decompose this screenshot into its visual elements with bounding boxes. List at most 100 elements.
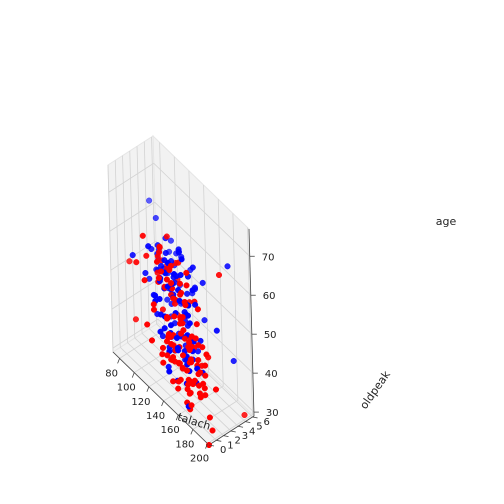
y-tick-label: 1 (227, 440, 233, 451)
y-tick-label: 4 (249, 426, 255, 437)
y-tick-label: 6 (264, 417, 270, 428)
data-point-series-0 (158, 262, 165, 270)
x-grid-back (247, 227, 253, 415)
data-point-series-0 (224, 263, 231, 270)
data-point-series-1 (176, 280, 183, 287)
z-tick-label: 60 (263, 291, 276, 302)
data-point-series-1 (195, 357, 202, 364)
y-tick-mark (245, 421, 251, 424)
y-tick-mark (230, 430, 236, 433)
x-tick-mark (117, 358, 120, 364)
x-tick-label: 100 (117, 383, 136, 394)
data-point-series-0 (162, 249, 169, 257)
x-tick-label: 200 (190, 454, 209, 465)
data-point-series-1 (168, 340, 175, 348)
data-point-series-1 (190, 381, 197, 388)
y-tick-label: 2 (235, 436, 241, 447)
data-point-series-1 (157, 268, 165, 275)
data-point-series-0 (166, 368, 173, 375)
data-point-series-0 (174, 344, 181, 352)
data-point-series-1 (177, 291, 184, 298)
data-point-series-0 (152, 214, 159, 222)
x-grid-back (217, 199, 224, 387)
data-point-series-1 (183, 269, 190, 276)
y-grid-side (129, 150, 136, 338)
data-point-series-0 (152, 292, 159, 299)
data-point-series-0 (184, 312, 192, 319)
data-point-series-0 (192, 301, 199, 308)
z-grid-side (109, 201, 155, 232)
data-point-series-1 (163, 276, 170, 283)
data-point-series-1 (179, 352, 187, 359)
data-point-series-1 (188, 333, 195, 340)
data-point-series-0 (173, 334, 180, 342)
data-point-series-1 (139, 232, 146, 239)
axis-panes (107, 134, 255, 446)
data-point-series-0 (177, 271, 184, 279)
data-point-series-1 (159, 351, 166, 358)
y-grid-side (122, 155, 128, 343)
data-point-series-1 (126, 258, 133, 265)
x-tick-label: 120 (131, 397, 150, 408)
z-tick-label: 50 (264, 330, 277, 341)
y-tick-mark (252, 416, 258, 419)
data-point-series-0 (164, 296, 171, 303)
x-tick-mark (161, 400, 164, 407)
data-point-series-1 (150, 301, 157, 308)
data-point-series-1 (202, 362, 209, 369)
z-grid-back (153, 162, 251, 257)
data-point-series-1 (193, 321, 200, 328)
data-point-series-1 (166, 266, 173, 274)
data-point-series-1 (187, 356, 195, 363)
data-point-series-1 (159, 344, 167, 351)
data-point-series-1 (175, 385, 182, 392)
data-point-series-0 (201, 317, 208, 324)
data-point-series-1 (188, 402, 195, 409)
data-point-series-1 (175, 359, 183, 366)
data-point-series-1 (148, 337, 156, 344)
data-point-series-1 (196, 390, 203, 397)
x-tick-label: 80 (105, 368, 118, 379)
y-tick-label: 0 (220, 445, 226, 456)
z-tick-label: 30 (266, 408, 279, 419)
data-point-series-1 (199, 344, 206, 351)
data-points (126, 197, 248, 449)
data-point-series-0 (167, 322, 175, 329)
data-point-series-1 (183, 367, 191, 374)
y-tick-mark (237, 425, 244, 428)
data-point-series-1 (183, 282, 190, 289)
data-point-series-1 (170, 378, 177, 385)
data-point-series-0 (146, 197, 153, 204)
data-point-series-1 (212, 386, 220, 393)
data-point-series-1 (178, 330, 185, 337)
data-point-series-1 (202, 372, 209, 379)
y-tick-label: 3 (242, 431, 248, 442)
data-point-series-0 (157, 328, 164, 335)
data-point-series-1 (170, 295, 177, 302)
data-point-series-1 (160, 359, 167, 366)
x-tick-mark (205, 443, 208, 449)
z-grid-side (108, 162, 154, 193)
data-point-series-0 (142, 269, 149, 277)
data-point-series-1 (179, 364, 186, 371)
data-point-series-1 (163, 233, 170, 240)
data-point-series-1 (203, 351, 210, 358)
data-point-series-1 (133, 259, 140, 266)
y-grid-side (107, 164, 114, 353)
data-point-series-1 (153, 258, 161, 265)
data-point-series-1 (141, 277, 148, 284)
data-point-series-1 (156, 243, 163, 250)
data-point-series-1 (206, 414, 213, 421)
data-point-series-1 (132, 316, 139, 323)
x-grid-back (203, 184, 209, 372)
data-point-series-1 (168, 280, 175, 287)
data-point-series-1 (186, 390, 193, 397)
data-point-series-1 (195, 371, 202, 378)
y-tick-label: 5 (256, 422, 262, 433)
data-point-series-1 (164, 352, 171, 359)
data-point-series-0 (178, 256, 185, 263)
x-grid-back (159, 142, 165, 330)
data-point-series-0 (186, 320, 193, 327)
data-point-series-0 (199, 279, 206, 286)
